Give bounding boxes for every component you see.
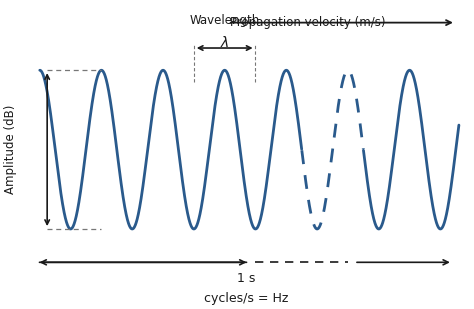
Text: λ: λ	[220, 36, 229, 50]
Text: cycles/s = Hz: cycles/s = Hz	[204, 293, 289, 306]
Text: 1 s: 1 s	[237, 272, 255, 285]
Text: Amplitude (dB): Amplitude (dB)	[4, 105, 17, 194]
Text: Propagation velocity (m/s): Propagation velocity (m/s)	[229, 16, 385, 29]
Text: Wavelength: Wavelength	[190, 14, 260, 27]
